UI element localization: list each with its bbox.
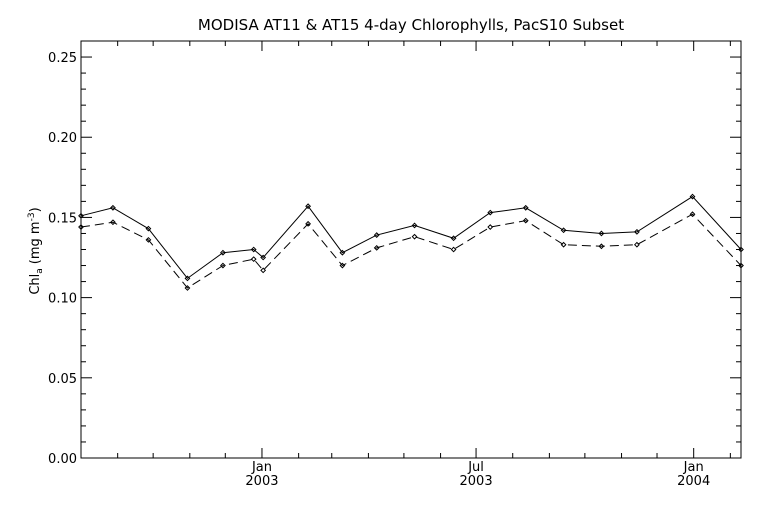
- data-point-marker: [220, 249, 226, 256]
- y-axis-label-subscript: a: [35, 268, 45, 274]
- data-point-marker: [689, 211, 696, 218]
- y-axis-label-main: Chl: [28, 274, 43, 295]
- y-tick-label: 0.00: [48, 452, 77, 467]
- data-point-marker: [260, 267, 267, 274]
- data-point-marker: [184, 275, 191, 282]
- x-tick-label-year: 2004: [677, 474, 710, 489]
- data-point-marker: [305, 203, 312, 210]
- data-point-marker: [145, 225, 152, 232]
- x-tick-label-year: 2003: [245, 474, 278, 489]
- y-tick-label: 0.10: [48, 292, 77, 307]
- data-point-marker: [373, 232, 380, 238]
- data-point-marker: [598, 230, 605, 237]
- series-dashed: [78, 211, 744, 291]
- data-point-marker: [250, 246, 257, 253]
- data-point-marker: [522, 217, 529, 224]
- data-point-marker: [487, 209, 494, 216]
- data-point-marker: [598, 243, 605, 250]
- data-point-marker: [738, 262, 744, 269]
- data-point-marker: [522, 204, 529, 211]
- data-point-marker: [689, 193, 696, 200]
- x-tick-label-month: Jul: [467, 460, 484, 475]
- data-point-marker: [634, 241, 640, 248]
- series-line: [80, 195, 742, 280]
- data-point-marker: [411, 233, 418, 240]
- data-point-marker: [78, 224, 84, 230]
- data-point-marker: [738, 246, 744, 253]
- x-tick-label-month: Jan: [251, 460, 272, 475]
- y-axis: 0.00 0.05 0.10 0.15 0.20 0.25: [48, 40, 741, 467]
- data-point-marker: [110, 219, 116, 226]
- chart-title: MODISA AT11 & AT15 4-day Chlorophylls, P…: [198, 16, 624, 34]
- y-tick-label: 0.20: [48, 131, 77, 146]
- data-point-marker: [450, 235, 457, 242]
- y-tick-label: 0.15: [48, 211, 77, 226]
- data-point-marker: [339, 262, 346, 269]
- data-point-marker: [450, 246, 457, 253]
- y-axis-label-superscript: -3: [27, 212, 37, 221]
- y-tick-label: 0.25: [48, 51, 77, 66]
- data-point-marker: [373, 244, 380, 251]
- y-axis-label: Chla (mg m-3): [27, 207, 45, 294]
- data-point-marker: [184, 285, 191, 291]
- data-point-marker: [487, 224, 494, 230]
- data-point-marker: [560, 241, 567, 248]
- data-point-marker: [411, 222, 418, 229]
- data-point-marker: [339, 249, 346, 256]
- data-point-marker: [305, 220, 312, 227]
- series-line: [80, 213, 742, 289]
- x-tick-label-month: Jan: [683, 460, 704, 475]
- data-point-marker: [560, 227, 567, 234]
- series-layer: [78, 193, 744, 291]
- series-solid: [78, 193, 744, 282]
- data-point-marker: [110, 204, 116, 211]
- data-point-marker: [250, 256, 257, 263]
- y-axis-label-unit: (mg m: [28, 221, 43, 264]
- x-tick-label-year: 2003: [460, 474, 493, 489]
- data-point-marker: [145, 236, 152, 243]
- data-point-marker: [78, 212, 84, 219]
- data-point-marker: [260, 254, 267, 261]
- y-tick-label: 0.05: [48, 372, 77, 387]
- y-axis-label-close: ): [28, 207, 43, 212]
- data-point-marker: [634, 228, 640, 235]
- plot-frame: [80, 40, 742, 459]
- data-point-marker: [220, 262, 226, 269]
